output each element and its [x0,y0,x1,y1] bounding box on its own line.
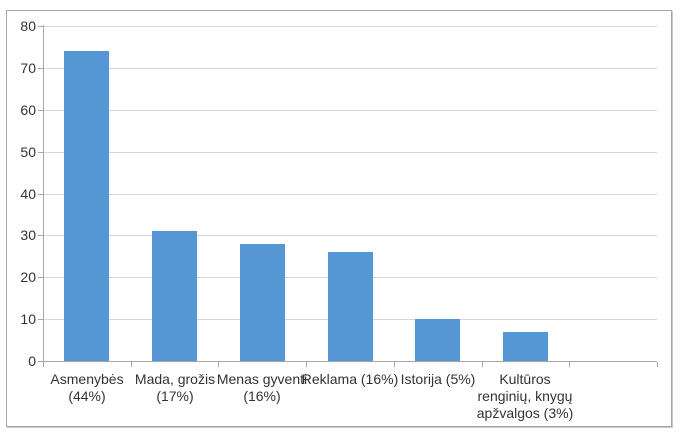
plot-area: 0 10 20 30 40 50 60 70 80 Asmenybės (44%) Mada, gro… [7,11,671,426]
x-category-label-line: (17%) [156,388,194,404]
y-tick-mark [38,109,43,111]
x-tick-mark [306,362,307,367]
gridline [43,235,657,237]
x-category-label-line: Reklama (16%) [301,371,399,387]
x-category-label: Asmenybės (44%) [35,371,139,405]
bar [328,252,373,361]
x-axis-line [43,361,657,362]
x-tick-mark [482,362,483,367]
x-category-label: Istorija (5%) [386,371,490,388]
x-tick-mark [43,362,44,367]
y-tick-mark [38,151,43,153]
y-tick-mark [38,26,43,27]
y-tick-label: 0 [28,353,36,369]
bar [240,244,285,361]
x-category-label: Kultūros renginių, knygų apžvalgos (3%) [473,371,577,422]
y-tick-label: 30 [20,227,36,244]
y-tick-label: 60 [20,101,36,118]
y-axis-line [43,25,44,361]
x-category-label-line: Kultūros [499,371,551,387]
x-category-label-line: apžvalgos (3%) [476,405,574,421]
gridline [43,193,657,195]
x-category-label-line: Menas gyventi [216,371,308,387]
x-category-label: Mada, grožis (17%) [123,371,227,405]
x-tick-mark [131,362,132,367]
bar [415,319,460,361]
x-tick-mark [657,362,658,367]
y-tick-mark [38,235,43,237]
y-tick-label: 20 [20,269,36,286]
y-tick-mark [38,319,43,321]
x-category-label-line: (44%) [68,388,106,404]
x-tick-mark [394,362,395,367]
gridline [43,151,657,153]
y-tick-mark [38,193,43,195]
y-tick-mark [38,361,43,362]
y-tick-label: 80 [20,18,36,34]
x-category-label: Reklama (16%) [298,371,402,388]
x-category-label-line: renginių, knygų [477,388,573,404]
gridline [43,67,657,69]
chart-frame: 0 10 20 30 40 50 60 70 80 Asmenybės (44%) Mada, gro… [6,10,672,427]
x-category-label-line: Istorija (5%) [400,371,476,387]
x-tick-mark [218,362,219,367]
x-category-label-line: (16%) [243,388,281,404]
bar [64,51,109,361]
x-category-label-line: Asmenybės [50,371,124,387]
x-tick-mark [569,362,570,367]
bar [152,231,197,361]
y-tick-mark [38,277,43,279]
x-category-label: Menas gyventi (16%) [210,371,314,405]
y-tick-label: 40 [20,185,36,202]
bar [503,332,548,361]
x-category-label-line: Mada, grožis [134,371,216,387]
y-tick-label: 50 [20,143,36,160]
y-tick-mark [38,67,43,69]
gridline [43,26,657,27]
y-tick-label: 10 [20,311,36,328]
y-tick-label: 70 [20,59,36,76]
gridline [43,109,657,111]
